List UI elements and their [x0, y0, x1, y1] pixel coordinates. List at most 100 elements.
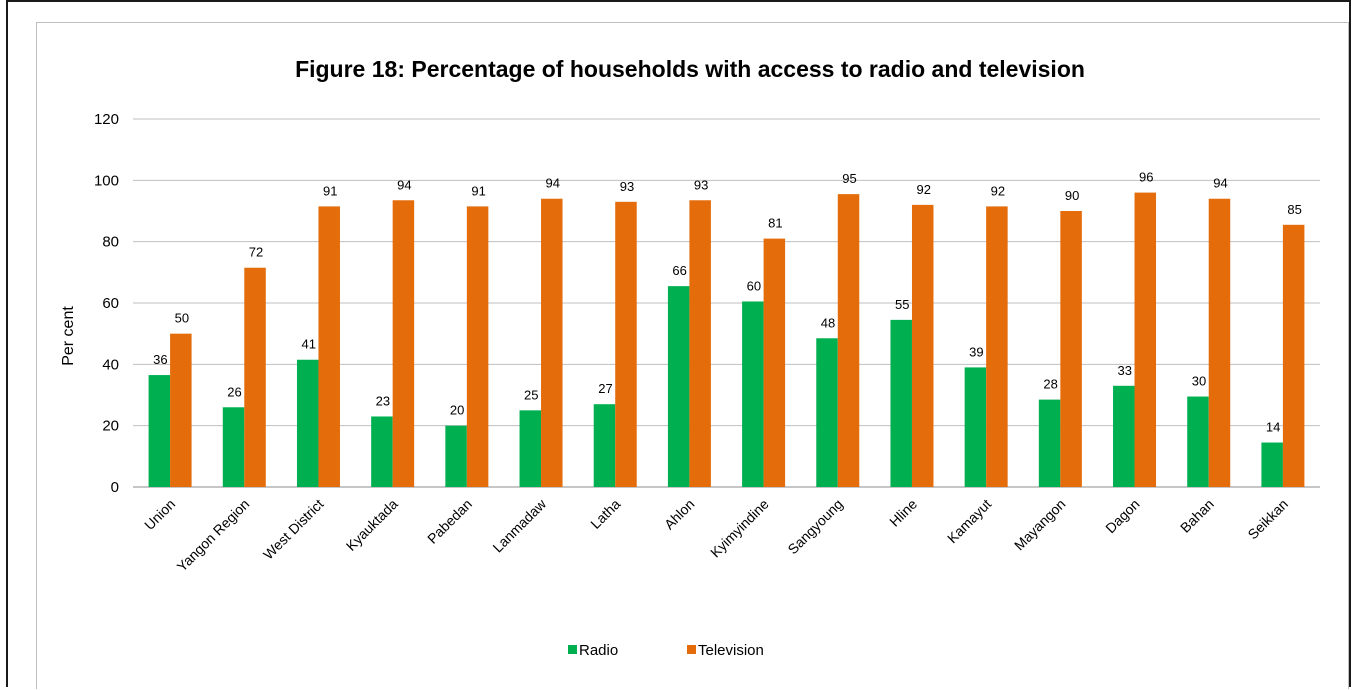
bar-radio	[593, 404, 616, 487]
data-label-radio: 60	[747, 278, 761, 293]
y-tick-label: 80	[102, 234, 119, 251]
data-label-television: 93	[694, 177, 708, 192]
y-tick-label: 120	[94, 111, 119, 128]
bars	[148, 192, 1305, 488]
bar-television	[1282, 224, 1305, 488]
bar-television	[1208, 198, 1231, 487]
data-label-radio: 20	[450, 403, 464, 418]
data-label-television: 94	[546, 176, 560, 191]
data-label-radio: 23	[376, 393, 390, 408]
data-label-television: 96	[1139, 170, 1153, 185]
x-tick-label: Kyimyindine	[707, 496, 772, 561]
data-label-television: 50	[175, 311, 189, 326]
bar-radio	[222, 407, 245, 487]
data-label-television: 85	[1287, 202, 1301, 217]
x-tick-label: Latha	[587, 496, 623, 532]
legend-label-radio: Radio	[579, 642, 618, 659]
bar-television	[911, 204, 934, 487]
data-label-television: 81	[768, 216, 782, 231]
bar-television	[170, 333, 192, 487]
bar-radio	[742, 301, 764, 487]
bar-television	[1060, 211, 1082, 487]
x-tick-label: Bahan	[1177, 496, 1217, 536]
y-ticks: 0 20 40 60 80 100 120	[94, 111, 119, 496]
data-label-radio: 14	[1266, 420, 1280, 435]
y-tick-label: 0	[111, 479, 119, 496]
data-label-television: 94	[397, 177, 411, 192]
x-tick-label: Mayangon	[1011, 496, 1069, 554]
data-label-radio: 41	[301, 337, 315, 352]
y-tick-label: 20	[102, 418, 119, 435]
data-label-television: 90	[1065, 188, 1079, 203]
x-tick-label: Sangyoung	[784, 496, 845, 557]
bar-television	[392, 200, 415, 487]
data-label-radio: 33	[1118, 363, 1132, 378]
bar-television	[318, 206, 340, 487]
data-label-television: 92	[991, 183, 1005, 198]
data-label-radio: 55	[895, 297, 909, 312]
x-tick-label: Yangon Region	[174, 496, 253, 575]
bar-radio	[1261, 442, 1283, 487]
data-label-television: 91	[471, 183, 485, 198]
data-label-radio: 48	[821, 315, 835, 330]
x-tick-label: Union	[141, 496, 178, 533]
y-tick-label: 60	[102, 295, 119, 312]
data-label-radio: 28	[1043, 377, 1057, 392]
bar-radio	[1113, 385, 1135, 487]
y-tick-label: 40	[102, 356, 119, 373]
data-label-radio: 30	[1192, 374, 1206, 389]
bar-television	[541, 198, 563, 487]
bar-television	[244, 267, 266, 487]
legend-label-television: Television	[698, 642, 764, 659]
figure-frame: Figure 18: Percentage of households with…	[6, 0, 1351, 689]
x-tick-label: Hline	[886, 496, 920, 530]
data-label-radio: 66	[672, 263, 686, 278]
y-tick-label: 100	[94, 172, 119, 189]
bar-radio	[816, 338, 838, 487]
bar-television	[466, 206, 489, 487]
data-label-radio: 39	[969, 344, 983, 359]
bar-television	[615, 201, 637, 488]
x-tick-label: Kyauktada	[343, 496, 401, 554]
data-label-radio: 26	[227, 384, 241, 399]
y-axis-label: Per cent	[60, 306, 77, 366]
data-labels: 36 50 26 72 41 91 23 94 20 91 25 94 27 93 66 93 60 81 48 95…	[153, 170, 1302, 435]
chart-area: Figure 18: Percentage of households with…	[36, 22, 1349, 689]
data-label-radio: 36	[153, 352, 167, 367]
bar-television	[986, 206, 1008, 487]
bar-radio	[519, 410, 542, 487]
data-label-radio: 25	[524, 387, 538, 402]
bar-radio	[1038, 399, 1061, 487]
bar-chart: Figure 18: Percentage of households with…	[60, 56, 1320, 659]
data-label-television: 94	[1213, 176, 1227, 191]
x-tick-label: Lanmadaw	[489, 495, 549, 555]
legend-swatch-television	[687, 645, 696, 654]
x-tick-label: Seikkan	[1244, 496, 1291, 543]
chart-title: Figure 18: Percentage of households with…	[295, 56, 1085, 82]
legend-swatch-radio	[568, 645, 577, 654]
data-label-radio: 27	[598, 381, 612, 396]
bar-radio	[667, 286, 690, 487]
x-tick-label: Kamayut	[944, 496, 994, 546]
bar-television	[837, 194, 860, 487]
data-label-television: 95	[842, 171, 856, 186]
bar-radio	[445, 425, 467, 487]
bar-radio	[890, 319, 912, 487]
data-label-television: 92	[916, 182, 930, 197]
x-tick-label: Pabedan	[424, 496, 475, 547]
bar-radio	[148, 375, 171, 487]
bar-television	[763, 238, 786, 487]
x-tick-label: Dagon	[1102, 496, 1142, 536]
data-label-television: 91	[323, 183, 337, 198]
bar-radio	[296, 359, 319, 487]
bar-television	[689, 200, 711, 487]
bar-television	[1134, 192, 1157, 487]
data-label-television: 93	[620, 179, 634, 194]
legend: Radio Television	[568, 642, 764, 659]
x-tick-label: Ahlon	[661, 496, 698, 533]
bar-radio	[371, 416, 393, 487]
data-label-television: 72	[249, 245, 263, 260]
bar-radio	[1187, 396, 1209, 487]
x-tick-label: West District	[260, 496, 327, 563]
